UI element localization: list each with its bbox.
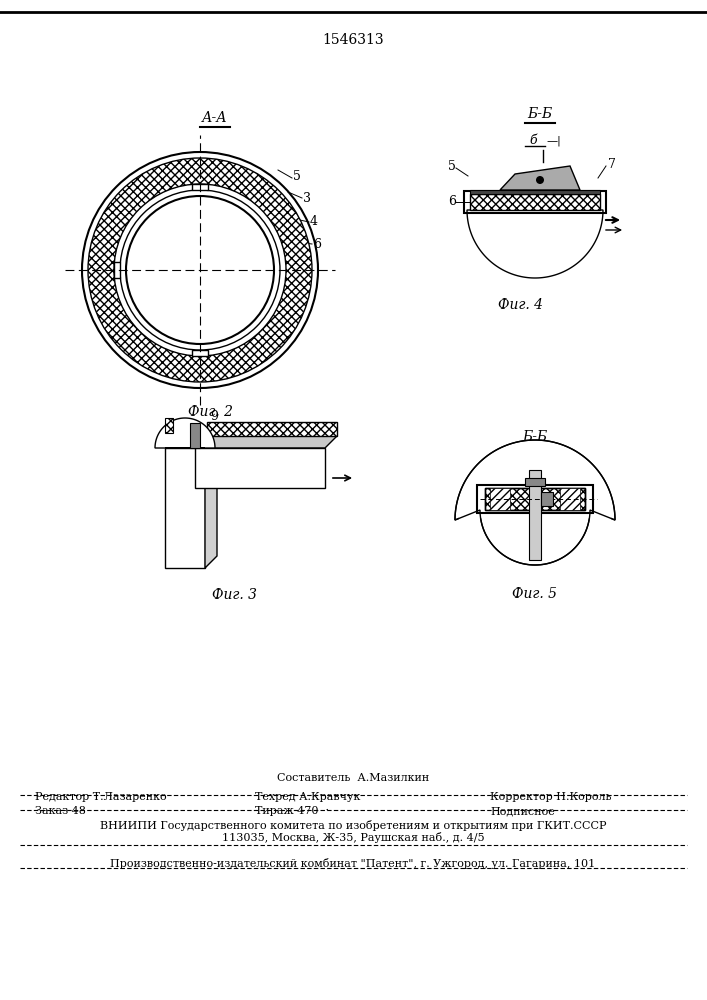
Text: Фиг. 2: Фиг. 2 — [187, 405, 233, 419]
Text: 1546313: 1546313 — [322, 33, 384, 47]
Text: Составитель  А.Мазилкин: Составитель А.Мазилкин — [277, 773, 429, 783]
Polygon shape — [165, 448, 205, 568]
Bar — [560, 488, 580, 510]
Bar — [192, 184, 208, 190]
Text: Б-Б: Б-Б — [522, 430, 548, 444]
Bar — [470, 194, 600, 210]
Text: Б-Б: Б-Б — [527, 107, 553, 121]
Bar — [470, 190, 600, 194]
Polygon shape — [455, 440, 615, 565]
Polygon shape — [155, 418, 215, 448]
Text: ВНИИПИ Государственного комитета по изобретениям и открытиям при ГКИТ.СССР: ВНИИПИ Государственного комитета по изоб… — [100, 820, 606, 831]
Polygon shape — [195, 448, 325, 488]
Text: 6: 6 — [313, 238, 321, 251]
Bar — [165, 418, 173, 433]
Text: Техред А.Кравчук: Техред А.Кравчук — [255, 792, 361, 802]
Text: Фиг. 4: Фиг. 4 — [498, 298, 542, 312]
Text: Фиг. 3: Фиг. 3 — [213, 588, 257, 602]
Bar — [485, 488, 585, 510]
Text: 6: 6 — [448, 195, 456, 208]
Text: А-А: А-А — [202, 111, 228, 125]
Text: 15: 15 — [457, 498, 473, 511]
Bar — [529, 470, 541, 560]
Polygon shape — [500, 166, 580, 190]
Text: 4: 4 — [310, 215, 318, 228]
Text: Подписное: Подписное — [490, 806, 555, 816]
Polygon shape — [467, 210, 603, 278]
Polygon shape — [190, 423, 200, 448]
Bar — [485, 488, 585, 510]
Text: 8: 8 — [490, 218, 498, 231]
Text: —|: —| — [546, 223, 561, 233]
Text: Тираж 470  ·: Тираж 470 · — [255, 806, 329, 816]
Polygon shape — [195, 436, 337, 448]
Bar — [464, 191, 606, 213]
Bar — [477, 485, 593, 513]
Circle shape — [88, 158, 312, 382]
Text: Производственно-издательский комбинат "Патент", г. Ужгород, ул. Гагарина, 101: Производственно-издательский комбинат "П… — [110, 858, 595, 869]
Text: 9: 9 — [210, 410, 218, 423]
Polygon shape — [459, 444, 611, 561]
Text: 3: 3 — [222, 423, 230, 436]
Circle shape — [536, 176, 544, 184]
Circle shape — [126, 196, 274, 344]
Text: Редактор Т.Лазаренко: Редактор Т.Лазаренко — [35, 792, 167, 802]
Text: 113035, Москва, Ж-35, Раушская наб., д. 4/5: 113035, Москва, Ж-35, Раушская наб., д. … — [222, 832, 484, 843]
Text: 5: 5 — [448, 160, 456, 173]
Text: б: б — [529, 226, 537, 239]
Bar — [525, 478, 545, 486]
Bar — [114, 262, 120, 278]
Bar — [192, 350, 208, 356]
Text: 3: 3 — [303, 192, 311, 205]
Text: б: б — [529, 134, 537, 147]
Text: Фиг. 5: Фиг. 5 — [513, 587, 558, 601]
Bar — [541, 492, 553, 506]
Bar — [207, 422, 337, 436]
Text: Корректор Н.Король: Корректор Н.Король — [490, 792, 612, 802]
Text: 5: 5 — [293, 170, 301, 183]
Circle shape — [114, 184, 286, 356]
Polygon shape — [205, 436, 217, 568]
Text: Заказ 48: Заказ 48 — [35, 806, 86, 816]
Text: —|: —| — [546, 135, 561, 145]
Text: 7: 7 — [608, 158, 616, 171]
Bar — [490, 488, 510, 510]
